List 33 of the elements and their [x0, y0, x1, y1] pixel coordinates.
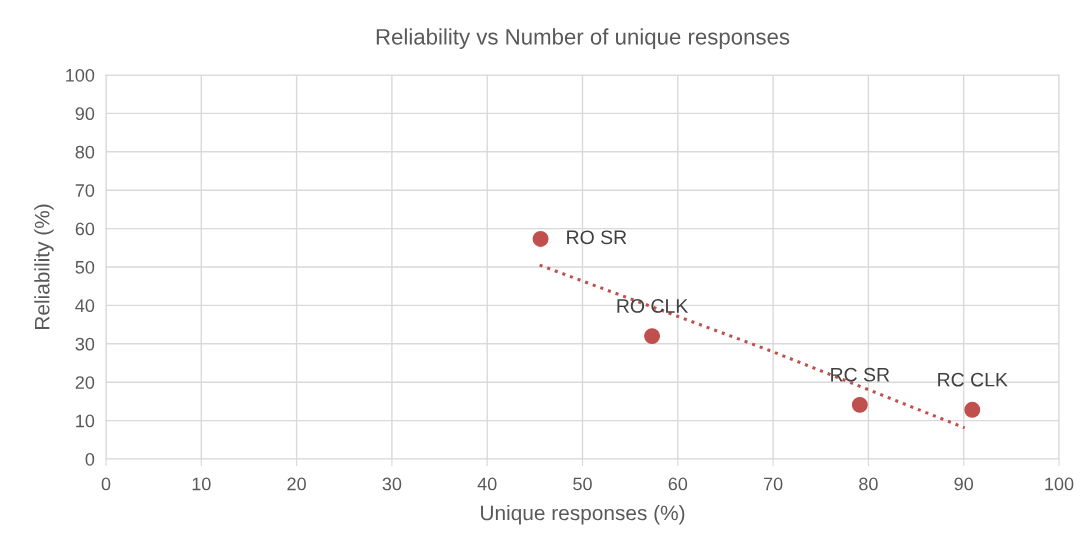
x-tick-label: 20 — [287, 477, 306, 491]
annotation: RC CLK — [938, 372, 1008, 387]
y-tick-label: 40 — [75, 299, 95, 313]
x-tick-label: 70 — [763, 477, 783, 491]
y-tick-label: 0 — [85, 452, 95, 466]
y-axis-title: Reliability (%) — [34, 204, 54, 329]
x-tick-label: 30 — [382, 477, 402, 491]
annotation: RC SR — [831, 367, 890, 382]
x-tick-label: 90 — [954, 477, 974, 491]
point — [851, 396, 868, 413]
y-tick-label: 30 — [75, 337, 95, 351]
x-tick-label: 40 — [477, 477, 497, 491]
point — [964, 401, 981, 418]
x-tick-label: 100 — [1045, 477, 1074, 491]
x-tick-label: 60 — [668, 477, 688, 491]
y-tick-label: 90 — [75, 107, 95, 121]
y-tick-label: 60 — [75, 222, 95, 236]
point — [644, 328, 661, 345]
chart-title: Reliability vs Number of unique responses — [376, 28, 790, 50]
annotation: RO CLK — [617, 299, 689, 313]
y-tick-label: 20 — [75, 376, 95, 389]
y-tick-label: 80 — [75, 145, 95, 159]
annotation: RO SR — [567, 230, 627, 245]
x-tick-label: 0 — [101, 477, 111, 491]
point — [532, 230, 549, 247]
y-tick-label: 50 — [75, 260, 95, 274]
x-tick-label: 80 — [859, 477, 878, 491]
x-axis-title: Unique responses (%) — [481, 505, 685, 525]
x-tick-label: 10 — [192, 477, 211, 491]
y-tick-label: 100 — [66, 68, 95, 82]
y-tick-label: 10 — [76, 414, 95, 428]
y-tick-label: 70 — [75, 184, 95, 197]
x-tick-label: 50 — [573, 477, 592, 491]
